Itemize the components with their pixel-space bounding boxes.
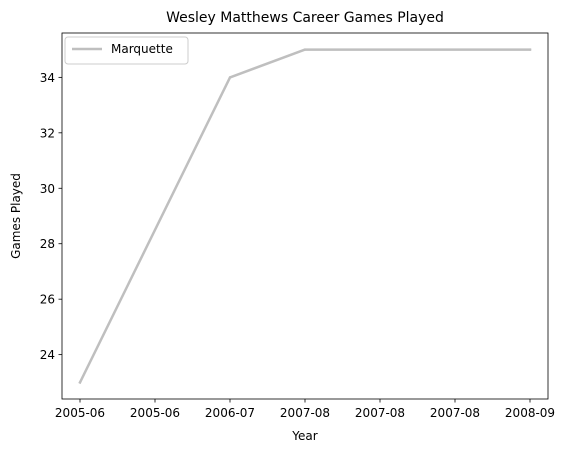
data-point	[303, 48, 307, 51]
x-tick-label: 2006-07	[205, 406, 255, 420]
x-tick-label: 2005-06	[130, 406, 180, 420]
y-axis: 24 26 28 30 32 34	[40, 71, 62, 362]
legend-label-marquette: Marquette	[111, 42, 173, 56]
x-tick-label: 2008-09	[505, 406, 555, 420]
data-point	[228, 76, 232, 79]
y-tick-label: 24	[40, 348, 55, 362]
x-tick-label: 2007-08	[355, 406, 405, 420]
y-tick-label: 26	[40, 293, 55, 307]
data-point	[528, 48, 532, 51]
x-tick-label: 2005-06	[55, 406, 105, 420]
y-tick-label: 30	[40, 182, 55, 196]
x-tick-label: 2007-08	[430, 406, 480, 420]
legend: Marquette	[64, 36, 189, 65]
data-point	[78, 381, 82, 384]
x-axis-label: Year	[291, 429, 317, 443]
y-tick-label: 34	[40, 71, 55, 85]
chart-title: Wesley Matthews Career Games Played	[166, 10, 444, 26]
y-tick-label: 32	[40, 126, 55, 140]
plot-area	[78, 48, 532, 385]
series-line-marquette	[78, 48, 532, 385]
x-tick-label: 2007-08	[280, 406, 330, 420]
axes-frame	[61, 32, 549, 400]
y-tick-label: 28	[40, 237, 55, 251]
legend-box	[64, 36, 189, 65]
y-axis-label: Games Played	[9, 173, 23, 259]
x-axis: 2005-06 2005-06 2006-07 2007-08 2007-08 2007-…	[55, 399, 555, 420]
